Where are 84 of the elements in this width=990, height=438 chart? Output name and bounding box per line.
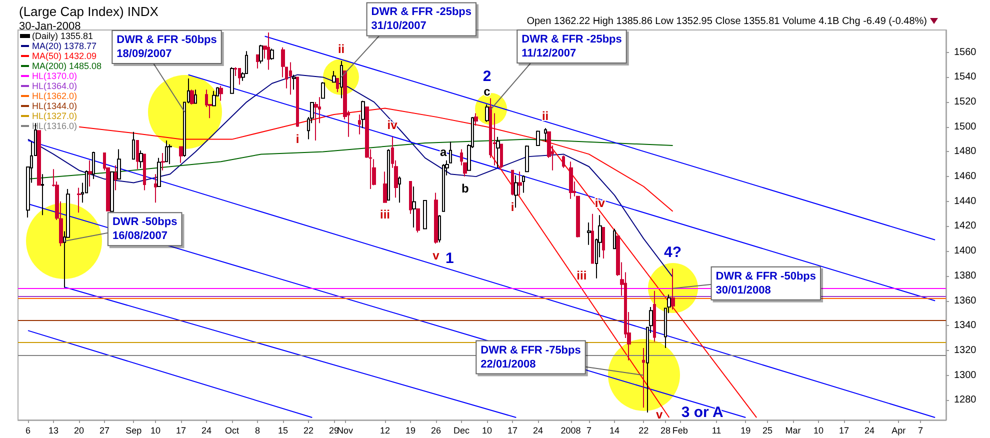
x-tick-label: Sep bbox=[126, 426, 142, 436]
x-tick-label: 10 bbox=[482, 426, 492, 436]
x-tick-label: Feb bbox=[672, 426, 688, 436]
x-tick-label: 8 bbox=[255, 426, 260, 436]
legend-label: HL(1364.0) bbox=[32, 81, 78, 91]
y-tick-label: 1380 bbox=[954, 270, 977, 282]
x-tick-label: 24 bbox=[533, 426, 544, 436]
legend-label: HL(1327.0) bbox=[32, 111, 78, 121]
y-tick-label: 1560 bbox=[954, 46, 977, 58]
x-tick-label: 6 bbox=[26, 426, 31, 436]
x-tick-label: 13 bbox=[48, 426, 59, 436]
x-tick-label: 24 bbox=[864, 426, 875, 436]
legend-label: MA(200) 1485.08 bbox=[32, 61, 102, 71]
y-tick-label: 1340 bbox=[954, 320, 977, 332]
x-tick-label: 19 bbox=[406, 426, 416, 436]
x-tick-label: 19 bbox=[740, 426, 751, 436]
x-tick-label: 17 bbox=[838, 426, 850, 436]
x-tick-label: 11 bbox=[712, 426, 722, 436]
y-tick-label: 1520 bbox=[954, 96, 977, 108]
annotation: iv bbox=[387, 118, 398, 132]
legend-label: MA(20) 1378.77 bbox=[32, 41, 97, 51]
x-tick-label: Apr bbox=[892, 426, 906, 436]
annotation: 2 bbox=[482, 68, 492, 86]
x-tick-label: 25 bbox=[762, 426, 773, 436]
y-tick-label: 1400 bbox=[954, 246, 977, 257]
annotation: 3 or A bbox=[681, 404, 724, 422]
x-tick-label: Dec bbox=[454, 426, 470, 436]
x-tick-label: Oct bbox=[225, 426, 240, 436]
x-tick-label: 27 bbox=[100, 426, 110, 436]
x-tick-label: Nov bbox=[336, 426, 354, 436]
annotation: DWR & FFR -25bps 11/12/2007 bbox=[522, 33, 622, 60]
y-tick-label: 1360 bbox=[954, 295, 977, 306]
legend-label: (Daily) 1355.81 bbox=[32, 31, 94, 41]
y-tick-label: 1320 bbox=[954, 344, 977, 356]
y-tick-label: 1420 bbox=[954, 220, 977, 232]
chart-subtitle: 30-Jan-2008 bbox=[19, 20, 81, 32]
x-tick-label: 24 bbox=[202, 426, 212, 436]
annotation: DWR & FFR -25bps 31/10/2007 bbox=[371, 6, 472, 32]
legend-label: MA(50) 1432.09 bbox=[32, 51, 97, 61]
annotation: v bbox=[656, 408, 663, 422]
annotation: b bbox=[461, 182, 469, 196]
x-tick-label: 29 bbox=[329, 426, 340, 436]
annotation: DWR & FFR -50bps 30/01/2008 bbox=[716, 270, 816, 296]
y-tick-label: 1300 bbox=[954, 370, 977, 381]
x-tick-label: 10 bbox=[813, 426, 824, 436]
y-tick-label: 1480 bbox=[954, 146, 977, 158]
x-tick-label: 2008 bbox=[560, 426, 581, 436]
x-tick-label: 14 bbox=[610, 426, 620, 436]
text: Open 1362.22 High 1385.86 Low 1352.95 Close 1355.81 Volume 4.1B Chg -6.49 (-0.48%) bbox=[526, 16, 927, 27]
y-tick-label: 1440 bbox=[954, 196, 977, 207]
x-tick-label: 10 bbox=[150, 426, 161, 436]
x-tick-label: 17 bbox=[508, 426, 518, 436]
chart-title: (Large Cap Index) INDX bbox=[19, 4, 159, 19]
x-tick-label: 12 bbox=[380, 426, 390, 436]
y-tick-label: 1540 bbox=[954, 72, 977, 83]
annotation: 1 bbox=[445, 250, 454, 267]
y-tick-label: 1500 bbox=[954, 121, 977, 132]
annotation: iii bbox=[576, 268, 587, 283]
annotation: DWR -50bps 16/08/2007 bbox=[112, 216, 178, 242]
x-tick-label: 17 bbox=[176, 426, 186, 436]
annotation: DWR & FFR -75bps 22/01/2008 bbox=[480, 344, 581, 370]
annotation: ii bbox=[338, 42, 345, 56]
x-tick-label: 15 bbox=[278, 426, 288, 436]
annotation: ii bbox=[542, 109, 549, 124]
annotation: DWR & FFR -50bps 18/09/2007 bbox=[116, 34, 217, 60]
legend-label: HL(1362.0) bbox=[32, 91, 78, 101]
annotation: 4? bbox=[664, 244, 682, 262]
x-tick-label: 20 bbox=[74, 426, 84, 436]
annotation: i bbox=[296, 132, 300, 146]
annotation: i bbox=[510, 200, 514, 214]
x-tick-label: 28 bbox=[660, 426, 671, 436]
y-tick-label: 1280 bbox=[954, 394, 977, 406]
x-tick-label: 26 bbox=[431, 426, 442, 436]
annotation: iv bbox=[594, 196, 606, 210]
legend-label: HL(1344.0) bbox=[32, 101, 78, 111]
legend-label: HL(1370.0) bbox=[32, 71, 78, 81]
x-tick-label: 7 bbox=[586, 426, 592, 436]
x-tick-label: 22 bbox=[304, 426, 314, 436]
x-tick-label: 22 bbox=[638, 426, 649, 436]
annotation: iii bbox=[380, 208, 390, 222]
annotation: v bbox=[432, 248, 440, 263]
x-tick-label: Mar bbox=[785, 426, 801, 436]
y-tick-label: 1460 bbox=[954, 171, 977, 182]
x-tick-label: 7 bbox=[918, 426, 924, 436]
